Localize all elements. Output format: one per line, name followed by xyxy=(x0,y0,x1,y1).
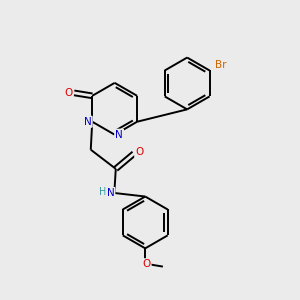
Text: N: N xyxy=(84,117,92,127)
Text: O: O xyxy=(142,259,151,269)
Text: N: N xyxy=(106,188,114,198)
Text: O: O xyxy=(64,88,73,98)
Text: N: N xyxy=(115,130,123,140)
Text: Br: Br xyxy=(215,60,226,70)
Text: O: O xyxy=(135,147,143,157)
Text: H: H xyxy=(99,188,107,197)
